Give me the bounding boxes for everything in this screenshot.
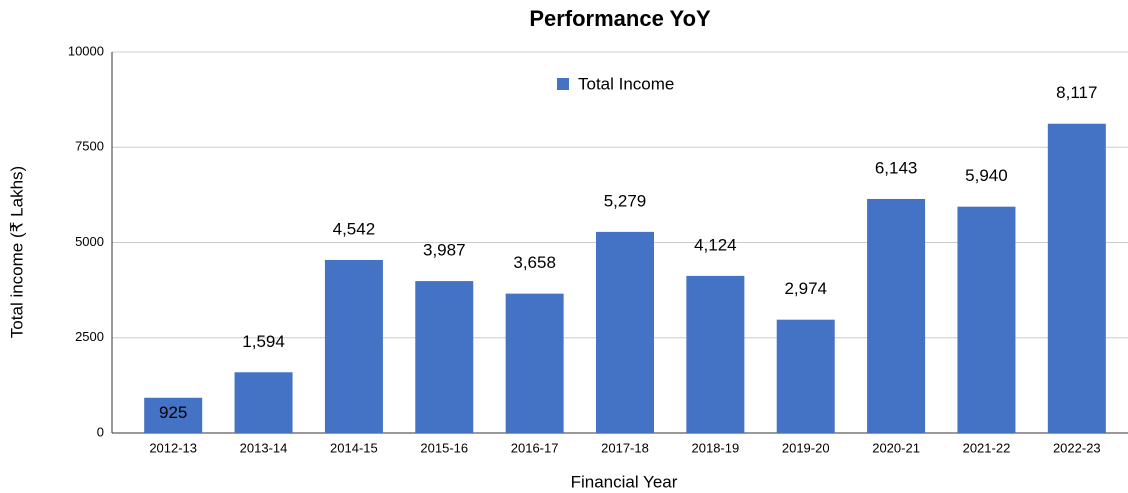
legend-label: Total Income [578,74,674,93]
x-axis-label: Financial Year [571,472,678,491]
x-tick-label: 2021-22 [963,440,1011,455]
x-tick-label: 2017-18 [601,440,649,455]
legend-swatch [557,78,569,90]
bar [415,281,474,433]
bar [505,293,564,433]
y-axis-label: Total income (₹ Lakhs) [7,166,26,338]
y-tick-label: 5000 [75,234,104,249]
data-label: 8,117 [1056,83,1097,102]
y-tick-label: 10000 [68,43,104,58]
data-label: 1,594 [242,332,285,351]
chart-title: Performance YoY [529,6,711,31]
x-tick-label: 2015-16 [420,440,468,455]
bar [867,198,926,433]
x-tick-label: 2019-20 [782,440,830,455]
data-label: 4,124 [694,235,737,254]
data-label: 4,542 [333,219,376,238]
bar [686,275,745,433]
data-label: 5,279 [604,191,647,210]
bar [776,319,835,433]
x-tick-label: 2013-14 [240,440,288,455]
bar [234,372,293,433]
data-label: 6,143 [875,158,918,177]
y-tick-label: 0 [97,424,104,439]
data-label: 3,987 [423,241,466,260]
data-label: 925 [159,403,187,422]
bar [324,259,383,433]
bar [596,231,654,433]
y-tick-label: 2500 [75,329,104,344]
y-tick-label: 7500 [75,139,104,154]
x-tick-label: 2016-17 [511,440,559,455]
bar [144,397,203,433]
bar [957,206,1016,433]
x-tick-label: 2012-13 [149,440,197,455]
data-label: 3,658 [513,253,556,272]
x-tick-label: 2018-19 [692,440,740,455]
x-tick-label: 2020-21 [872,440,920,455]
data-label: 2,974 [784,279,827,298]
data-label: 5,940 [965,166,1008,185]
x-tick-label: 2014-15 [330,440,378,455]
bar [1047,123,1106,433]
x-tick-label: 2022-23 [1053,440,1101,455]
